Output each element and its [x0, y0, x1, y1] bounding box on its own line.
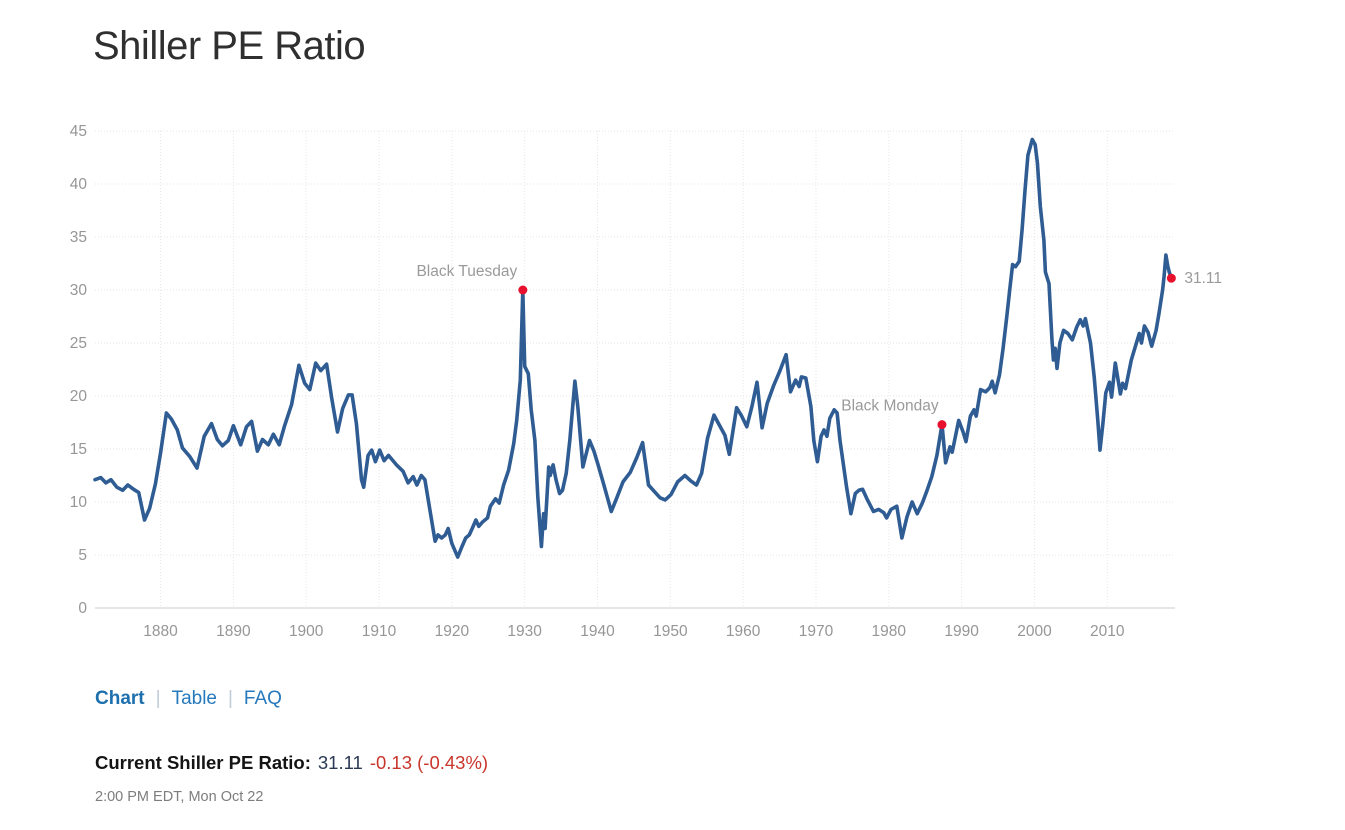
- annotation-label: Black Tuesday: [416, 263, 517, 280]
- annotation-dot: [518, 285, 528, 295]
- shiller-pe-chart[interactable]: 1880 1890 1900 1910 1920 1930 1940 1950 1960 1970…: [0, 0, 1345, 662]
- y-tick-label: 0: [78, 600, 87, 617]
- tab-table[interactable]: Table: [171, 688, 217, 709]
- x-tick-label: 2010: [1090, 623, 1125, 640]
- x-tick-label: 1970: [799, 623, 834, 640]
- annotation-dot: [1166, 273, 1176, 283]
- y-tick-label: 10: [70, 494, 88, 511]
- tab-separator: |: [155, 688, 161, 709]
- tab-faq[interactable]: FAQ: [243, 688, 282, 709]
- annotation-dot: [937, 420, 947, 430]
- y-tick-label: 35: [70, 229, 87, 246]
- x-tick-label: 1960: [726, 623, 761, 640]
- x-tick-label: 1920: [435, 623, 470, 640]
- x-tick-label: 2000: [1017, 623, 1052, 640]
- current-ratio-label: Current Shiller PE Ratio:: [95, 752, 311, 773]
- y-tick-label: 15: [70, 441, 87, 458]
- y-tick-label: 25: [70, 335, 87, 352]
- x-tick-label: 1880: [143, 623, 178, 640]
- y-tick-label: 30: [70, 282, 88, 299]
- y-tick-label: 40: [70, 176, 88, 193]
- x-tick-label: 1980: [872, 623, 907, 640]
- y-tick-label: 5: [78, 547, 87, 564]
- pe-ratio-line-series: [93, 137, 1174, 559]
- current-ratio-value: 31.11: [317, 752, 363, 773]
- x-tick-label: 1890: [216, 623, 251, 640]
- tab-separator: |: [227, 688, 233, 709]
- x-tick-label: 1940: [580, 623, 615, 640]
- x-tick-label: 1950: [653, 623, 688, 640]
- x-tick-label: 1910: [362, 623, 397, 640]
- current-ratio-change: -0.13 (-0.43%): [369, 752, 489, 773]
- y-tick-label: 45: [70, 123, 87, 140]
- x-tick-label: 1900: [289, 623, 324, 640]
- tab-chart[interactable]: Chart: [95, 688, 145, 709]
- annotation-label: Black Monday: [841, 398, 939, 415]
- quote-timestamp: 2:00 PM EDT, Mon Oct 22: [95, 789, 264, 805]
- view-tabs: Chart | Table | FAQ: [95, 688, 282, 710]
- page-title: Shiller PE Ratio: [93, 24, 366, 68]
- current-ratio-line: Current Shiller PE Ratio: 31.11 -0.13 (-0.…: [95, 752, 488, 774]
- x-tick-label: 1990: [944, 623, 979, 640]
- x-tick-label: 1930: [507, 623, 542, 640]
- annotation-label: 31.11: [1184, 270, 1222, 287]
- y-tick-label: 20: [70, 388, 88, 405]
